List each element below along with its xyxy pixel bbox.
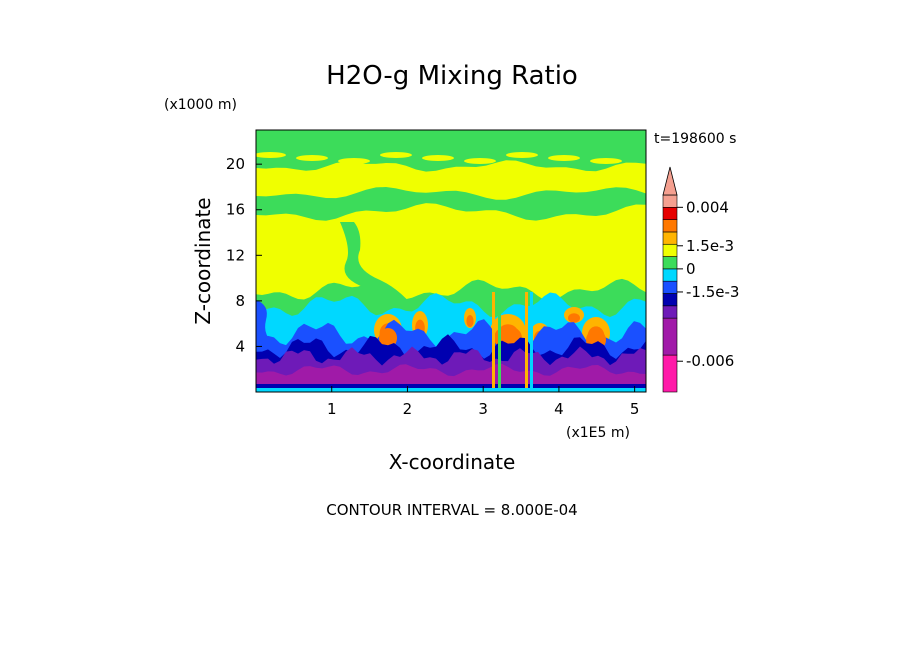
field-yellow-streak	[338, 158, 370, 164]
y-axis: 4 8 12 16 20	[226, 155, 262, 355]
x-unit-label: (x1E5 m)	[566, 425, 630, 441]
field-yellow-streak	[590, 158, 622, 164]
field-orange-core	[466, 315, 474, 327]
colorbar-label: 0.004	[686, 198, 729, 216]
plot-frame	[255, 129, 647, 393]
y-tick-label: 20	[226, 155, 245, 173]
colorbar-segment	[662, 354, 678, 393]
field-yellow-streak	[464, 158, 496, 164]
x-tick-label: 5	[630, 400, 640, 418]
x-axis: 1 2 3 4 5	[327, 386, 639, 418]
field-vertical-streak	[525, 292, 528, 388]
time-label: t=198600 s	[654, 131, 736, 147]
colorbar-segment	[662, 280, 678, 294]
field-bottom-edge	[256, 388, 646, 392]
field-vertical-streak	[530, 292, 533, 388]
field-green-tongue	[340, 222, 420, 315]
field-yellow-streak	[380, 152, 412, 158]
colorbar: 0.004 1.5e-3 0 -1.5e-3 -0.006	[662, 166, 739, 393]
field-yellow-upper-band	[256, 160, 646, 200]
x-axis-title: X-coordinate	[389, 450, 516, 474]
field-vertical-streak	[492, 292, 495, 388]
colorbar-label: -1.5e-3	[686, 283, 739, 301]
colorbar-segment	[662, 305, 678, 319]
field-vertical-streak	[498, 292, 501, 388]
y-unit-label: (x1000 m)	[164, 97, 237, 113]
colorbar-segment	[662, 268, 678, 282]
colorbar-segment	[662, 194, 678, 208]
colorbar-segment	[662, 219, 678, 233]
y-tick-label: 8	[235, 292, 245, 310]
y-tick-label: 12	[226, 246, 245, 264]
y-tick-label: 16	[226, 201, 245, 219]
x-tick-label: 2	[403, 400, 413, 418]
field-yellow-streak	[296, 155, 328, 161]
x-tick-label: 3	[478, 400, 488, 418]
colorbar-segment	[662, 317, 678, 356]
colorbar-segment	[662, 207, 678, 220]
field-orange-blob	[379, 328, 397, 348]
field-yellow-streak	[256, 152, 286, 158]
chart-title: H2O-g Mixing Ratio	[326, 61, 578, 91]
contour-interval-note: CONTOUR INTERVAL = 8.000E-04	[326, 501, 577, 519]
field-yellow-streak	[422, 155, 454, 161]
field-yellow-streak	[548, 155, 580, 161]
colorbar-label: -0.006	[686, 352, 734, 370]
colorbar-segment	[662, 231, 678, 245]
y-tick-label: 4	[235, 337, 245, 355]
colorbar-segment	[662, 243, 678, 257]
colorbar-label: 0	[686, 260, 696, 278]
y-axis-title: Z-coordinate	[191, 197, 215, 324]
field-orange-core	[568, 313, 580, 323]
field-yellow-streak	[506, 152, 538, 158]
contour-field	[256, 130, 646, 392]
colorbar-label: 1.5e-3	[686, 237, 734, 255]
colorbar-segment	[662, 256, 678, 270]
colorbar-arrow	[662, 166, 678, 196]
colorbar-segment	[662, 293, 678, 307]
x-tick-label: 4	[554, 400, 564, 418]
field-blue-plume	[256, 300, 276, 345]
x-tick-label: 1	[327, 400, 337, 418]
